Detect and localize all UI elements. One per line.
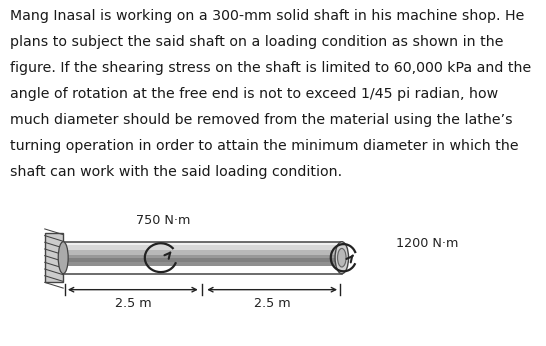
Text: 750 N·m: 750 N·m	[136, 213, 191, 227]
Ellipse shape	[335, 242, 348, 274]
Polygon shape	[63, 242, 342, 245]
Text: 2.5 m: 2.5 m	[254, 297, 290, 310]
Polygon shape	[63, 258, 342, 262]
Ellipse shape	[337, 248, 346, 267]
Ellipse shape	[58, 242, 68, 274]
Text: turning operation in order to attain the minimum diameter in which the: turning operation in order to attain the…	[10, 139, 519, 153]
Text: plans to subject the said shaft on a loading condition as shown in the: plans to subject the said shaft on a loa…	[10, 35, 503, 49]
Polygon shape	[45, 233, 63, 282]
Text: shaft can work with the said loading condition.: shaft can work with the said loading con…	[10, 165, 342, 179]
Polygon shape	[63, 245, 342, 250]
Text: angle of rotation at the free end is not to exceed 1/45 pi radian, how: angle of rotation at the free end is not…	[10, 87, 498, 101]
Text: figure. If the shearing stress on the shaft is limited to 60,000 kPa and the: figure. If the shearing stress on the sh…	[10, 61, 531, 75]
Polygon shape	[63, 250, 342, 255]
Text: much diameter should be removed from the material using the lathe’s: much diameter should be removed from the…	[10, 113, 513, 127]
Text: 1200 N·m: 1200 N·m	[396, 237, 458, 251]
Text: Mang Inasal is working on a 300-mm solid shaft in his machine shop. He: Mang Inasal is working on a 300-mm solid…	[10, 9, 524, 22]
Polygon shape	[63, 262, 342, 266]
Polygon shape	[63, 255, 342, 258]
Text: 2.5 m: 2.5 m	[115, 297, 151, 310]
